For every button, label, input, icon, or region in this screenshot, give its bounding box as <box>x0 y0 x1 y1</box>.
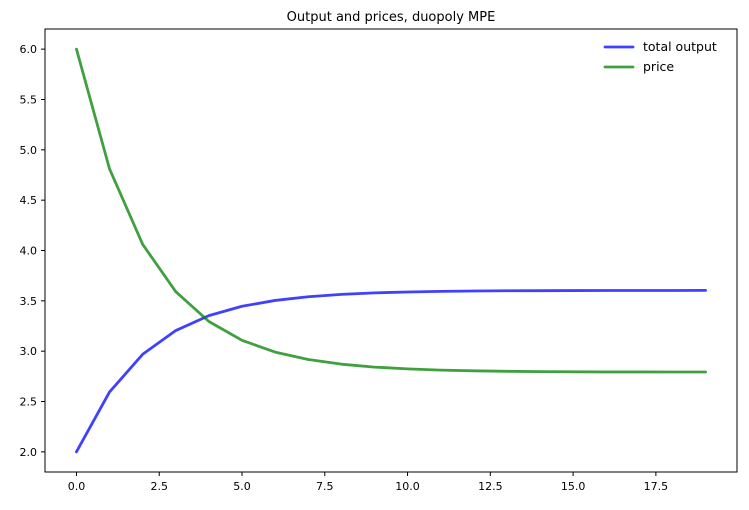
y-tick-label: 3.0 <box>20 345 38 358</box>
x-tick-label: 0.0 <box>68 480 86 493</box>
series-line-price <box>75 47 707 374</box>
y-tick-label: 4.0 <box>20 245 38 258</box>
y-tick-label: 3.5 <box>20 295 38 308</box>
legend-label-price: price <box>643 59 674 74</box>
legend: total output price <box>603 39 717 74</box>
y-tick-label: 6.0 <box>20 43 38 56</box>
chart-title: Output and prices, duopoly MPE <box>287 10 496 25</box>
y-tick-label: 5.5 <box>20 93 38 106</box>
y-tick-label: 5.0 <box>20 144 38 157</box>
legend-label-total-output: total output <box>643 39 717 54</box>
series-line-total-output <box>75 288 707 454</box>
x-tick-label: 2.5 <box>150 480 168 493</box>
axes-spines <box>44 28 738 473</box>
y-tick-label: 2.5 <box>20 396 38 409</box>
x-tick-label: 7.5 <box>316 480 334 493</box>
y-tick-label: 2.0 <box>20 446 38 459</box>
x-tick-label: 17.5 <box>644 480 669 493</box>
y-tick-label: 4.5 <box>20 194 38 207</box>
x-tick-label: 12.5 <box>478 480 503 493</box>
x-tick-label: 15.0 <box>561 480 586 493</box>
x-tick-label: 10.0 <box>395 480 420 493</box>
plot-area: 0.0 2.5 5.0 7.5 10.0 12.5 15.0 17.5 2.0 2.5 3.0 3.5… <box>20 28 738 493</box>
x-tick-label: 5.0 <box>233 480 251 493</box>
